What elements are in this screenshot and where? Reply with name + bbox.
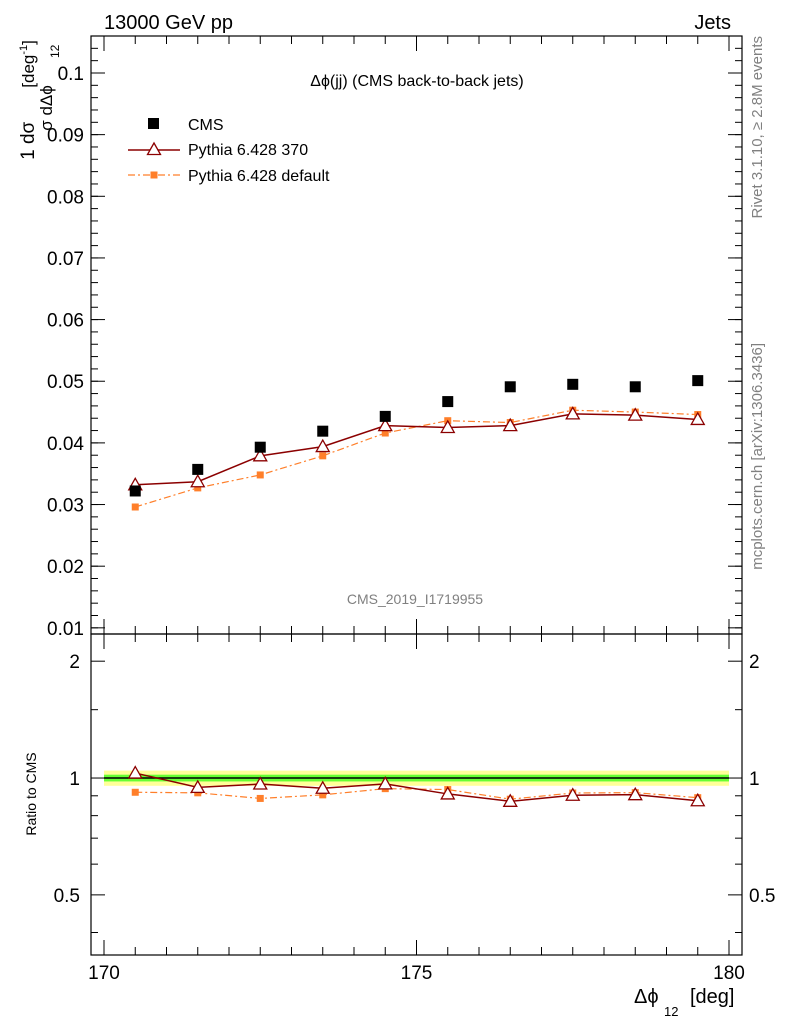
legend-marker-pythia-default — [150, 171, 158, 179]
point-cms — [379, 410, 391, 422]
header-left-title: 13000 GeV pp — [104, 12, 233, 34]
point-cms — [629, 381, 641, 393]
y-tick-label: 0.07 — [47, 249, 84, 270]
point-pythia370 — [377, 417, 393, 432]
y-tick-label: 0.04 — [47, 434, 84, 455]
analysis-id: CMS_2019_I1719955 — [347, 591, 483, 607]
ratio-point-pythia370 — [627, 786, 643, 801]
y-axis-label-text: 1 dσ[deg-1] — [18, 40, 39, 160]
y-tick-label: 0.1 — [58, 64, 84, 85]
point-pythia370 — [440, 419, 456, 434]
ratio-axis-label: Ratio to CMS — [23, 752, 39, 835]
chart-title: Δϕ(jj) (CMS back-to-back jets) — [310, 73, 523, 90]
axis-ticks: 0.01 0.02 0.03 0.04 0.05 0.06 0.07 0.08 0.09 0.1 1… — [47, 36, 775, 984]
point-cms — [692, 375, 704, 387]
ratio-tick-label-right: 0.5 — [749, 886, 775, 907]
point-pythia370 — [315, 438, 331, 453]
ratio-line-pythia370 — [135, 772, 698, 803]
ratio-point-pythia370 — [252, 776, 268, 790]
y-tick-label: 0.08 — [47, 187, 84, 208]
point-cms — [504, 381, 516, 393]
point-pythia370 — [190, 473, 206, 488]
y-axis-label: 1 dσ[deg-1] σ dΔϕ 12 — [18, 40, 62, 160]
point-pythia-default — [381, 429, 389, 437]
point-pythia370 — [252, 448, 268, 462]
mcplots-label: mcplots.cern.ch [arXiv:1306.3436] — [749, 343, 766, 570]
point-pythia-default — [319, 452, 327, 460]
ratio-tick-label-left: 1 — [69, 769, 80, 790]
series-line-pythia370 — [135, 413, 698, 486]
ratio-tick-label-left: 0.5 — [54, 886, 80, 907]
series-markers — [127, 375, 706, 807]
point-pythia370 — [690, 411, 706, 426]
point-cms — [442, 396, 454, 408]
point-pythia-default — [131, 503, 139, 511]
point-cms — [567, 378, 579, 390]
legend-marker-cms — [148, 118, 159, 129]
y-tick-label: 0.06 — [47, 311, 84, 332]
ratio-tick-label-left: 2 — [69, 652, 80, 673]
legend-label-cms: CMS — [188, 117, 224, 134]
x-axis-label-sub: 12 — [664, 1004, 678, 1019]
point-pythia-default — [194, 484, 202, 492]
ratio-point-pythia370 — [502, 793, 518, 807]
point-pythia-default — [256, 471, 264, 479]
y-axis-label-denominator: σ dΔϕ — [37, 85, 56, 131]
ratio-point-pythia370 — [377, 776, 393, 790]
x-axis-label-main: Δϕ — [634, 986, 659, 1008]
ratio-point-pythia-default — [319, 791, 327, 799]
ratio-panel-frame — [90, 633, 743, 956]
ratio-point-pythia370 — [127, 765, 143, 779]
header-right-title: Jets — [694, 12, 731, 34]
rivet-label: Rivet 3.1.10, ≥ 2.8M events — [749, 36, 766, 219]
ratio-point-pythia-default — [256, 794, 264, 802]
y-tick-label: 0.03 — [47, 496, 84, 517]
y-tick-label: 0.05 — [47, 372, 84, 393]
legend-marker-pythia370 — [146, 141, 162, 156]
series-lines — [135, 409, 698, 803]
y-tick-label: 0.02 — [47, 557, 84, 578]
point-pythia370 — [565, 406, 581, 420]
ratio-point-pythia370 — [315, 780, 331, 794]
ratio-tick-label-right: 1 — [749, 769, 760, 790]
ratio-point-pythia370 — [565, 787, 581, 801]
x-axis-label-unit: [deg] — [690, 986, 734, 1008]
y-tick-label: 0.09 — [47, 126, 84, 147]
point-pythia370 — [502, 417, 518, 432]
point-cms — [129, 485, 141, 497]
point-cms — [192, 463, 204, 475]
series-line-pythia-default — [135, 409, 698, 508]
y-axis-label-subscript: 12 — [48, 44, 62, 58]
ratio-point-pythia-default — [131, 788, 139, 796]
point-cms — [254, 441, 266, 453]
x-tick-label: 170 — [88, 963, 120, 984]
legend: CMS Pythia 6.428 370 Pythia 6.428 defaul… — [128, 117, 330, 185]
legend-label-pythia-default: Pythia 6.428 default — [188, 168, 330, 185]
ratio-point-pythia370 — [190, 779, 206, 794]
ratio-point-pythia370 — [690, 792, 706, 807]
ratio-line-pythia-default — [135, 788, 698, 800]
x-tick-label: 175 — [401, 963, 433, 984]
x-tick-label: 180 — [713, 963, 745, 984]
legend-label-pythia370: Pythia 6.428 370 — [188, 142, 308, 159]
ratio-tick-label-right: 2 — [749, 652, 760, 673]
ratio-point-pythia370 — [440, 786, 456, 800]
point-pythia370 — [627, 407, 643, 421]
y-tick-label: 0.01 — [47, 619, 84, 640]
point-cms — [317, 425, 329, 437]
x-axis-label: Δϕ 12 [deg] — [634, 986, 734, 1019]
